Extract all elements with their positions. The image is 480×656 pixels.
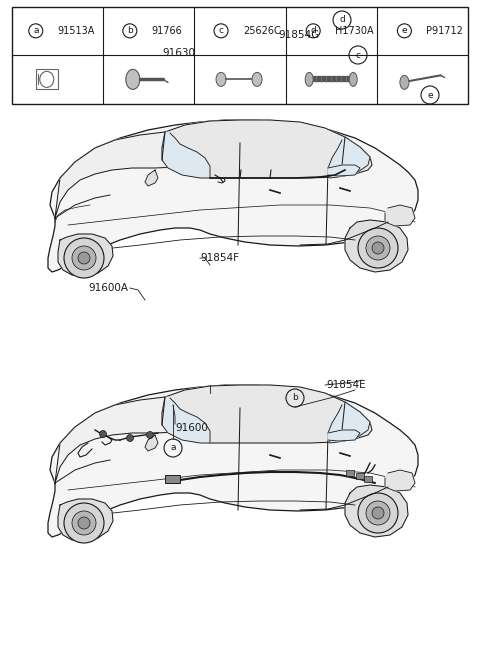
Circle shape bbox=[146, 432, 154, 438]
Ellipse shape bbox=[126, 70, 140, 89]
Polygon shape bbox=[328, 165, 360, 176]
Bar bbox=[356, 473, 364, 479]
Polygon shape bbox=[385, 205, 415, 226]
Circle shape bbox=[127, 434, 133, 441]
Text: d: d bbox=[339, 16, 345, 24]
Polygon shape bbox=[345, 485, 408, 537]
Ellipse shape bbox=[349, 72, 357, 87]
Text: 91854F: 91854F bbox=[200, 253, 239, 263]
Polygon shape bbox=[162, 397, 210, 443]
Bar bbox=[12, 7, 468, 104]
Text: 91854E: 91854E bbox=[326, 380, 366, 390]
Polygon shape bbox=[162, 385, 372, 443]
Bar bbox=[36, 70, 58, 89]
Text: a: a bbox=[170, 443, 176, 453]
Circle shape bbox=[372, 242, 384, 254]
Circle shape bbox=[72, 511, 96, 535]
Polygon shape bbox=[55, 132, 240, 218]
Text: 91513A: 91513A bbox=[58, 26, 95, 36]
Polygon shape bbox=[162, 132, 210, 178]
Text: b: b bbox=[292, 394, 298, 403]
Polygon shape bbox=[162, 120, 372, 178]
Circle shape bbox=[366, 236, 390, 260]
Polygon shape bbox=[58, 234, 113, 276]
Text: e: e bbox=[402, 26, 407, 35]
Bar bbox=[165, 475, 180, 483]
Text: 91630: 91630 bbox=[162, 48, 195, 58]
Text: 91600: 91600 bbox=[175, 423, 208, 433]
Ellipse shape bbox=[400, 75, 409, 89]
Ellipse shape bbox=[252, 72, 262, 87]
Circle shape bbox=[64, 503, 104, 543]
Circle shape bbox=[366, 501, 390, 525]
Text: P91712: P91712 bbox=[426, 26, 463, 36]
Ellipse shape bbox=[305, 72, 313, 87]
Circle shape bbox=[78, 517, 90, 529]
Polygon shape bbox=[328, 430, 360, 441]
Text: 91600A: 91600A bbox=[88, 283, 128, 293]
Polygon shape bbox=[328, 137, 370, 178]
Polygon shape bbox=[385, 470, 415, 491]
Text: 25626C: 25626C bbox=[243, 26, 281, 36]
Text: H1730A: H1730A bbox=[335, 26, 374, 36]
Circle shape bbox=[72, 246, 96, 270]
Text: 91766: 91766 bbox=[152, 26, 182, 36]
Polygon shape bbox=[58, 499, 113, 541]
Polygon shape bbox=[48, 385, 418, 537]
Polygon shape bbox=[55, 397, 240, 483]
Circle shape bbox=[358, 493, 398, 533]
Polygon shape bbox=[145, 170, 158, 186]
Text: e: e bbox=[427, 91, 433, 100]
Polygon shape bbox=[48, 120, 418, 272]
Circle shape bbox=[99, 430, 107, 438]
Polygon shape bbox=[345, 220, 408, 272]
Polygon shape bbox=[328, 402, 370, 443]
Polygon shape bbox=[145, 435, 158, 451]
Text: c: c bbox=[218, 26, 224, 35]
Text: c: c bbox=[356, 51, 360, 60]
Text: b: b bbox=[127, 26, 132, 35]
Text: a: a bbox=[33, 26, 38, 35]
Circle shape bbox=[358, 228, 398, 268]
Circle shape bbox=[64, 238, 104, 278]
Circle shape bbox=[78, 252, 90, 264]
Text: 91854G: 91854G bbox=[278, 30, 319, 40]
Circle shape bbox=[372, 507, 384, 519]
Bar bbox=[364, 476, 372, 482]
Text: d: d bbox=[311, 26, 316, 35]
Bar bbox=[346, 470, 354, 476]
Ellipse shape bbox=[216, 72, 226, 87]
